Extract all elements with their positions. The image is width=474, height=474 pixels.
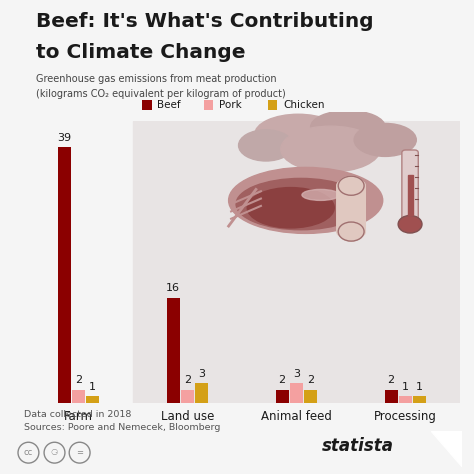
Text: ⚆: ⚆ bbox=[51, 448, 58, 457]
Text: Sources: Poore and Nemecek, Bloomberg: Sources: Poore and Nemecek, Bloomberg bbox=[24, 423, 220, 432]
Text: (kilograms CO₂ equivalent per kilogram of product): (kilograms CO₂ equivalent per kilogram o… bbox=[36, 89, 285, 99]
Text: 16: 16 bbox=[166, 283, 180, 293]
Bar bbox=[384, 390, 398, 403]
Text: 2: 2 bbox=[279, 375, 286, 385]
Text: =: = bbox=[76, 448, 83, 457]
Text: 39: 39 bbox=[57, 133, 71, 143]
Bar bbox=[304, 390, 317, 403]
Bar bbox=[413, 396, 426, 403]
Text: Greenhouse gas emissions from meat production: Greenhouse gas emissions from meat produ… bbox=[36, 74, 276, 84]
Text: 2: 2 bbox=[183, 375, 191, 385]
Bar bbox=[133, 121, 242, 403]
Text: 2: 2 bbox=[74, 375, 82, 385]
Text: 1: 1 bbox=[89, 382, 96, 392]
Text: to Climate Change: to Climate Change bbox=[36, 43, 245, 62]
Bar bbox=[351, 121, 460, 403]
Text: 1: 1 bbox=[416, 382, 423, 392]
Polygon shape bbox=[431, 431, 462, 467]
Bar bbox=[166, 298, 180, 403]
Text: Data collected in 2018: Data collected in 2018 bbox=[24, 410, 131, 419]
Text: Beef: Beef bbox=[157, 100, 181, 110]
Text: 2: 2 bbox=[388, 375, 395, 385]
Text: 1: 1 bbox=[402, 382, 409, 392]
Bar bbox=[242, 121, 351, 403]
Text: Chicken: Chicken bbox=[283, 100, 325, 110]
Text: Beef: It's What's Contributing: Beef: It's What's Contributing bbox=[36, 12, 373, 31]
Bar bbox=[57, 147, 71, 403]
Text: 3: 3 bbox=[198, 369, 205, 379]
Text: 3: 3 bbox=[293, 369, 300, 379]
Bar bbox=[181, 390, 194, 403]
Text: statista: statista bbox=[322, 437, 394, 455]
Bar bbox=[72, 390, 85, 403]
Text: 2: 2 bbox=[307, 375, 314, 385]
Bar bbox=[195, 383, 208, 403]
Bar bbox=[24, 121, 133, 403]
Text: cc: cc bbox=[24, 448, 33, 457]
Bar bbox=[275, 390, 289, 403]
Bar bbox=[290, 383, 303, 403]
Text: Pork: Pork bbox=[219, 100, 242, 110]
Bar bbox=[399, 396, 412, 403]
Bar bbox=[86, 396, 99, 403]
